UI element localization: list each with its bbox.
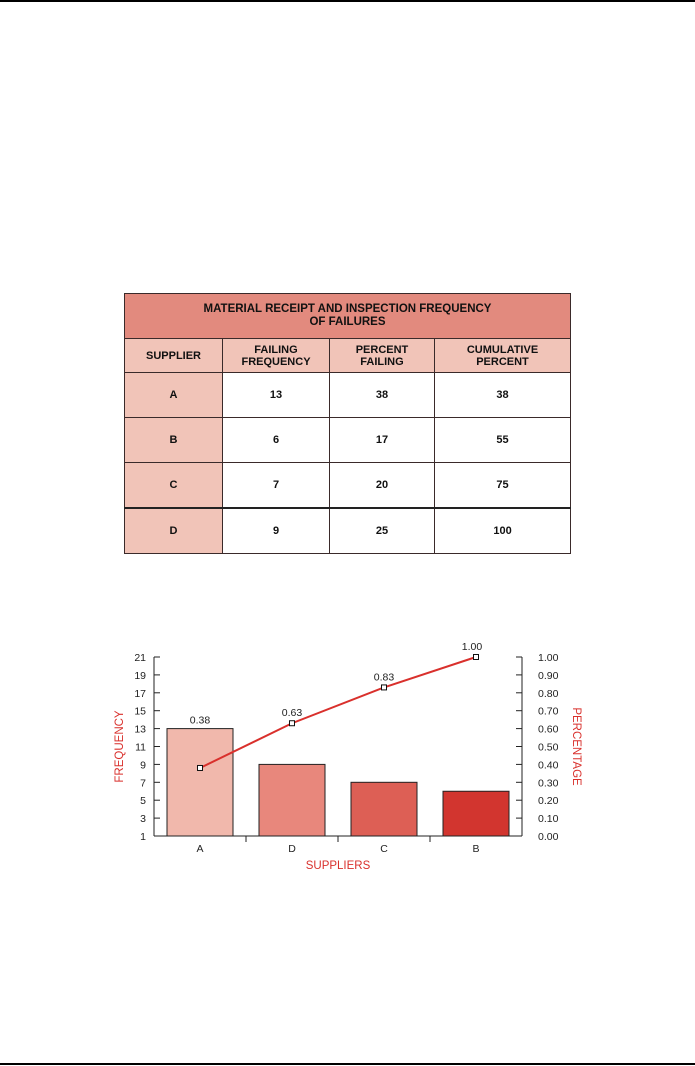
- pareto-chart: 135791113151719210.000.100.200.300.400.5…: [114, 641, 582, 872]
- table-row: A 13 38 38: [124, 372, 572, 418]
- right-tick-label: 0.20: [538, 795, 559, 807]
- left-tick-label: 19: [134, 670, 146, 682]
- cumulative-cell: 55: [433, 417, 572, 463]
- right-tick-label: 0.10: [538, 813, 559, 825]
- table-title: MATERIAL RECEIPT AND INSPECTION FREQUENC…: [123, 293, 572, 339]
- left-tick-label: 21: [134, 652, 146, 664]
- bar-c: [350, 781, 418, 837]
- cumulative-point: [197, 764, 203, 771]
- header-cumulative-percent: CUMULATIVE PERCENT: [433, 338, 572, 373]
- percent-cell: 25: [329, 507, 435, 554]
- bar-d: [258, 763, 326, 837]
- bar-a: [166, 728, 234, 837]
- top-rule: [0, 0, 695, 2]
- cumulative-line: [199, 656, 477, 769]
- header-percent-line1: PERCENT: [355, 343, 409, 356]
- x-tick-label: C: [380, 843, 388, 855]
- left-tick-label: 17: [134, 688, 146, 700]
- left-tick-label: 11: [135, 742, 146, 754]
- right-tick-label: 1.00: [538, 652, 559, 664]
- cumulative-label: 0.38: [190, 715, 211, 727]
- percent-cell: 38: [329, 372, 435, 418]
- right-tick-label: 0.30: [538, 777, 559, 789]
- table-title-line2: OF FAILURES: [309, 316, 386, 328]
- cumulative-cell: 100: [433, 507, 572, 554]
- right-tick-label: 0.40: [538, 759, 559, 771]
- x-tick-label: A: [196, 843, 203, 855]
- header-supplier-text: SUPPLIER: [145, 349, 201, 362]
- left-tick-label: 13: [134, 724, 146, 736]
- supplier-cell: A: [124, 372, 223, 418]
- left-tick-label: 5: [140, 795, 146, 807]
- header-percent-line2: FAILING: [360, 355, 404, 368]
- supplier-cell: D: [124, 507, 223, 554]
- right-tick-label: 0.80: [538, 688, 559, 700]
- frequency-cell: 13: [222, 372, 330, 418]
- cumulative-cell: 38: [433, 372, 572, 418]
- bar-b: [442, 790, 510, 837]
- left-tick-label: 7: [140, 777, 146, 789]
- header-cumulative-line2: PERCENT: [476, 355, 529, 368]
- header-failing-line1: FAILING: [254, 343, 298, 356]
- table-row: B 6 17 55: [124, 417, 572, 463]
- table-row: D 9 25 100: [124, 507, 572, 554]
- right-tick-label: 0.90: [538, 670, 559, 682]
- failure-frequency-table: MATERIAL RECEIPT AND INSPECTION FREQUENC…: [123, 293, 572, 554]
- left-tick-label: 9: [140, 759, 146, 771]
- header-cumulative-line1: CUMULATIVE: [466, 343, 539, 356]
- right-tick-label: 0.70: [538, 706, 559, 718]
- x-tick-label: D: [288, 843, 296, 855]
- x-axis-title: SUPPLIERS: [306, 860, 371, 872]
- cumulative-point: [473, 654, 479, 660]
- cumulative-point: [381, 684, 387, 691]
- cumulative-label: 1.00: [462, 641, 483, 653]
- left-tick-label: 1: [140, 831, 146, 843]
- header-failing-line2: FREQUENCY: [241, 355, 311, 368]
- frequency-cell: 6: [222, 417, 330, 463]
- right-tick-label: 0.50: [538, 742, 559, 754]
- left-tick-label: 3: [140, 813, 146, 825]
- supplier-cell: C: [124, 462, 223, 509]
- cumulative-cell: 75: [433, 462, 572, 509]
- left-tick-label: 15: [134, 706, 146, 718]
- right-tick-label: 0.00: [538, 831, 559, 843]
- frequency-cell: 7: [222, 462, 330, 509]
- right-tick-label: 0.60: [538, 724, 559, 736]
- header-failing-frequency: FAILING FREQUENCY: [222, 338, 330, 373]
- right-axis-title: PERCENTAGE: [570, 707, 582, 786]
- percent-cell: 20: [329, 462, 435, 509]
- frequency-cell: 9: [222, 507, 330, 554]
- cumulative-point: [289, 720, 295, 727]
- table-row: C 7 20 75: [124, 462, 572, 509]
- header-supplier: SUPPLIER: [124, 338, 223, 373]
- supplier-cell: B: [124, 417, 223, 463]
- percent-cell: 17: [329, 417, 435, 463]
- left-axis-title: FREQUENCY: [114, 710, 126, 783]
- header-percent-failing: PERCENT FAILING: [329, 338, 435, 373]
- bottom-rule: [0, 1063, 695, 1065]
- table-title-line1: MATERIAL RECEIPT AND INSPECTION FREQUENC…: [203, 303, 492, 315]
- cumulative-label: 0.83: [374, 671, 395, 683]
- cumulative-label: 0.63: [282, 707, 303, 719]
- x-tick-label: B: [472, 843, 479, 855]
